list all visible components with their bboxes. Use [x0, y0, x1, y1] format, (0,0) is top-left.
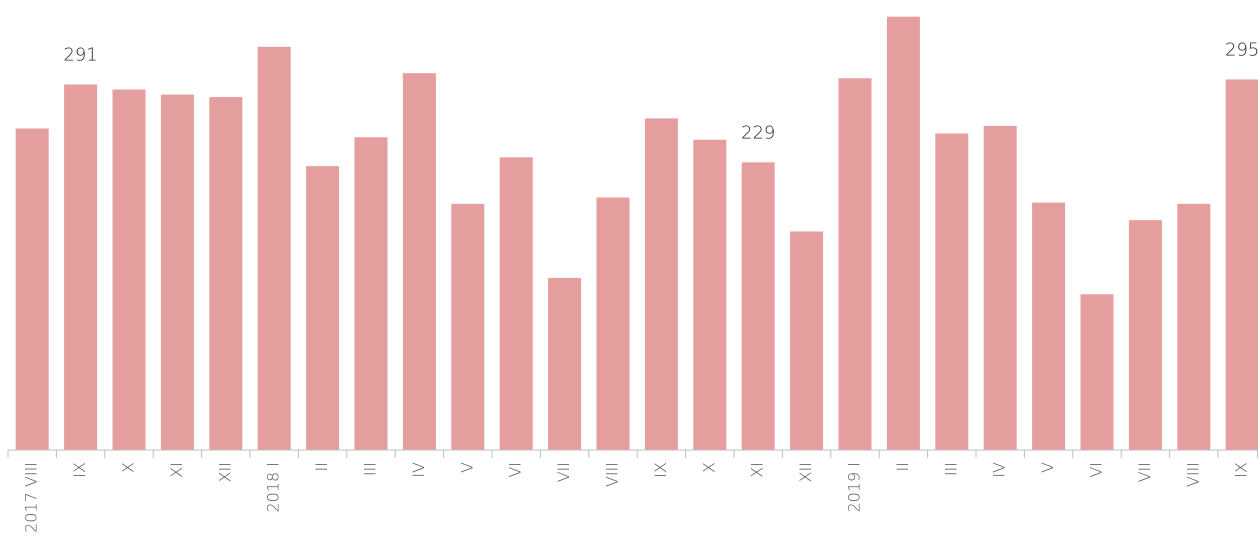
x-tick-label: IX: [70, 462, 89, 478]
bar: [306, 166, 340, 451]
x-tick-label: XI: [167, 462, 186, 478]
x-tick-label: III: [361, 462, 380, 476]
bar: [160, 94, 194, 450]
x-tick-label: X: [699, 462, 718, 473]
x-tick-label: II: [312, 462, 331, 471]
bar: [1080, 294, 1114, 450]
data-label: 291: [63, 45, 97, 66]
x-tick-label: 2017 VIII: [22, 462, 41, 533]
bar: [644, 118, 678, 450]
x-tick-label: VII: [554, 462, 573, 482]
bar: [548, 277, 582, 450]
bar: [983, 125, 1017, 451]
x-tick-label: X: [119, 462, 138, 473]
data-label: 229: [741, 122, 775, 143]
bar: [693, 139, 727, 450]
x-tick-label: IX: [651, 462, 670, 478]
bar: [64, 84, 98, 450]
x-tick-label: XII: [796, 462, 815, 482]
bar: [15, 128, 49, 451]
x-tick-label: V: [457, 462, 476, 473]
bar: [402, 73, 436, 450]
bar: [790, 231, 824, 450]
bar: [935, 133, 969, 450]
bar: [499, 157, 533, 451]
bar: [354, 137, 388, 451]
x-tick-label: VI: [506, 462, 525, 478]
x-tick-label: II: [893, 462, 912, 471]
x-tick-label: V: [1038, 462, 1057, 473]
bar: [1032, 202, 1066, 450]
x-tick-label: VII: [1135, 462, 1154, 482]
x-tick-label: 2018 I: [264, 462, 283, 513]
bar: [451, 203, 485, 450]
x-tick-label: VIII: [603, 462, 622, 487]
x-tick-label: IX: [1232, 462, 1251, 478]
bar: [209, 97, 243, 451]
bar: [886, 16, 920, 451]
bar: [596, 197, 630, 450]
data-label: 295: [1225, 39, 1258, 60]
x-tick-label: IV: [409, 462, 428, 478]
bar: [838, 78, 872, 450]
x-tick-label: XII: [215, 462, 234, 482]
x-tick-label: VIII: [1183, 462, 1202, 487]
x-tick-label: 2019 I: [845, 462, 864, 513]
bar: [1225, 79, 1258, 450]
x-tick-label: VI: [1087, 462, 1106, 478]
x-tick-label: XI: [748, 462, 767, 478]
bar: [741, 162, 775, 450]
bar: [1128, 220, 1162, 450]
bar: [257, 46, 291, 450]
bar: [112, 89, 146, 450]
bar: [1177, 203, 1211, 450]
x-tick-label: III: [941, 462, 960, 476]
x-tick-label: IV: [990, 462, 1009, 478]
